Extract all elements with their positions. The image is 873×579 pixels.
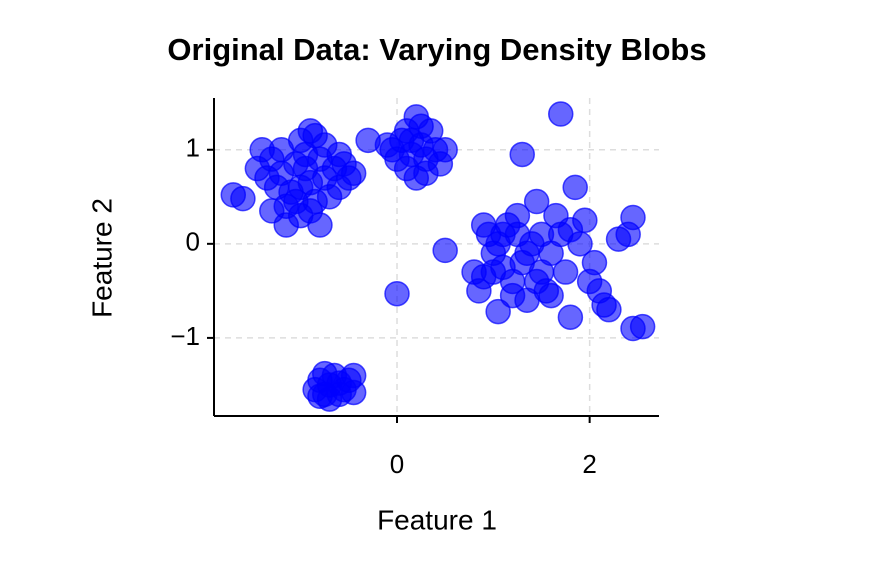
point	[259, 198, 285, 224]
point	[499, 282, 526, 309]
point	[312, 360, 338, 387]
point	[562, 174, 588, 201]
point	[620, 204, 646, 231]
point	[398, 127, 425, 154]
point	[230, 185, 256, 212]
point	[340, 362, 367, 389]
point	[480, 259, 507, 285]
point	[268, 136, 295, 163]
point	[254, 165, 280, 191]
point	[432, 237, 458, 264]
x-axis-label: Feature 1	[377, 504, 497, 535]
point	[393, 155, 420, 182]
point	[557, 304, 584, 330]
point	[432, 136, 458, 163]
y-tick-label: 0	[186, 227, 200, 257]
point	[629, 313, 656, 340]
point	[283, 188, 309, 215]
point	[581, 249, 608, 276]
point	[340, 160, 367, 187]
point	[596, 296, 622, 323]
x-tick-label: 0	[390, 449, 404, 479]
point	[485, 298, 511, 325]
chart-title: Original Data: Varying Density Blobs	[167, 32, 706, 67]
point	[538, 282, 564, 309]
y-axis-label: Feature 2	[86, 198, 117, 318]
point	[514, 240, 540, 266]
point	[528, 221, 555, 248]
point	[374, 132, 401, 158]
y-tick-label: −1	[170, 321, 200, 351]
point	[490, 221, 516, 248]
y-tick-label: 1	[186, 133, 200, 163]
point	[523, 188, 550, 215]
point	[307, 212, 333, 238]
point	[557, 216, 584, 243]
point	[552, 259, 579, 285]
point	[292, 155, 319, 182]
point	[384, 280, 410, 307]
point	[509, 141, 535, 168]
point	[504, 202, 531, 229]
point	[326, 141, 352, 168]
point	[548, 101, 574, 127]
x-tick-label: 2	[582, 449, 596, 479]
